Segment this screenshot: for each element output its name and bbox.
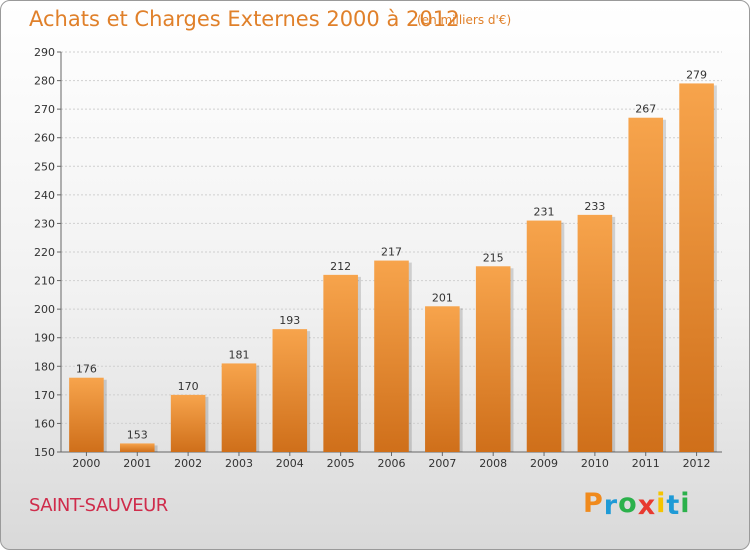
value-label: 212: [330, 260, 351, 273]
x-tick-label: 2005: [327, 457, 355, 470]
y-tick-label: 210: [34, 275, 55, 288]
x-tick-label: 2008: [479, 457, 507, 470]
x-tick-label: 2006: [378, 457, 406, 470]
x-tick-label: 2000: [72, 457, 100, 470]
value-label: 170: [178, 380, 199, 393]
value-label: 153: [127, 428, 148, 441]
bars: [69, 83, 717, 452]
y-tick-label: 240: [34, 189, 55, 202]
logo-letter: i: [656, 488, 667, 519]
x-tick-label: 2007: [428, 457, 456, 470]
value-label: 279: [686, 68, 707, 81]
y-tick-label: 230: [34, 217, 55, 230]
y-tick-label: 270: [34, 103, 55, 116]
bar-2007: [425, 306, 460, 452]
y-tick-label: 250: [34, 160, 55, 173]
y-tick-label: 260: [34, 132, 55, 145]
bar-2012: [679, 83, 714, 452]
bar-2009: [526, 220, 562, 452]
unit-note: (en milliers d'€): [417, 13, 512, 27]
y-tick-label: 290: [34, 46, 55, 59]
y-tick-label: 180: [34, 360, 55, 373]
value-label: 267: [635, 103, 656, 116]
value-label: 201: [432, 291, 453, 304]
logo-letter: i: [680, 488, 691, 519]
value-label: 217: [381, 246, 402, 259]
bar-2006: [374, 260, 409, 452]
y-tick-label: 200: [34, 303, 55, 316]
bar-2010: [577, 214, 613, 452]
logo-letter: t: [666, 490, 681, 521]
x-tick-label: 2004: [276, 457, 304, 470]
value-label: 193: [279, 314, 300, 327]
x-tick-label: 2011: [632, 457, 660, 470]
value-label: 176: [76, 363, 97, 376]
logo-letter: P: [583, 488, 604, 519]
x-tick-label: 2003: [225, 457, 253, 470]
bar-2004: [272, 329, 308, 452]
bar-2003: [221, 363, 257, 452]
value-label: 231: [534, 206, 555, 219]
bar-2001: [119, 443, 155, 452]
bar-2008: [475, 266, 511, 452]
value-label: 233: [584, 200, 605, 213]
proxiti-logo: Proxiti: [583, 488, 691, 521]
logo-letter: o: [618, 488, 638, 519]
bar-2011: [628, 117, 664, 452]
y-tick-label: 190: [34, 332, 55, 345]
y-tick-label: 170: [34, 389, 55, 402]
value-label: 215: [483, 251, 504, 264]
x-tick-label: 2012: [683, 457, 711, 470]
bar-2002: [170, 394, 206, 452]
chart-title: Achats et Charges Externes 2000 à 2012: [29, 7, 460, 31]
logo-letter: x: [637, 490, 657, 521]
x-tick-label: 2010: [581, 457, 609, 470]
labels: 150 160 170 180 190 200 210 220 230 240 250 260 270 2…: [34, 46, 711, 470]
bar-2005: [323, 274, 358, 452]
x-tick-label: 2009: [530, 457, 558, 470]
commune-name: SAINT-SAUVEUR: [29, 495, 168, 516]
y-tick-label: 160: [34, 417, 55, 430]
x-tick-label: 2001: [123, 457, 151, 470]
bar-2000: [69, 377, 104, 452]
y-tick-label: 280: [34, 75, 55, 88]
value-label: 181: [228, 348, 249, 361]
logo-letter: r: [603, 490, 619, 521]
y-tick-label: 220: [34, 246, 55, 259]
y-tick-label: 150: [34, 446, 55, 459]
x-tick-label: 2002: [174, 457, 202, 470]
